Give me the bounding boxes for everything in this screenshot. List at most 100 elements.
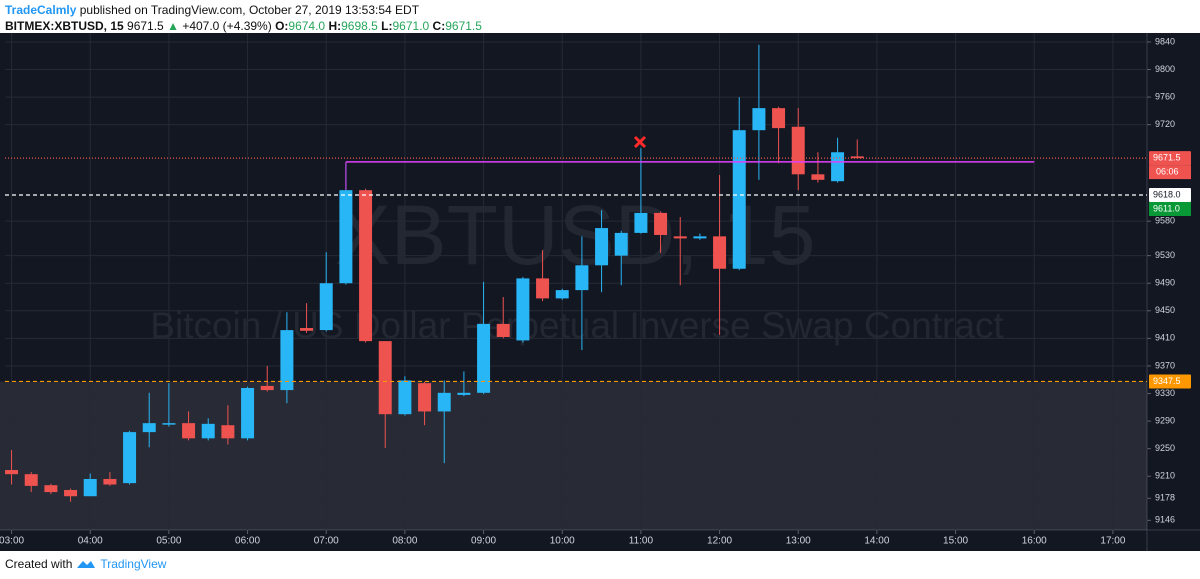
- footer: Created with TradingView: [5, 557, 166, 571]
- price-label: 9618.0: [1153, 189, 1181, 199]
- candle-body: [44, 485, 58, 493]
- symbol: BITMEX:XBTUSD, 15: [5, 19, 124, 33]
- x-tick-label: 10:00: [550, 536, 575, 547]
- candle-body: [241, 388, 255, 439]
- plot: [0, 33, 1147, 530]
- candle-body: [339, 190, 353, 284]
- candle-body: [811, 174, 825, 180]
- candle-body: [103, 478, 117, 485]
- candle-body: [831, 152, 845, 182]
- y-tick-label: 9330: [1155, 388, 1175, 398]
- x-tick-label: 15:00: [943, 536, 968, 547]
- candle-body: [555, 290, 569, 299]
- candle-body: [732, 130, 746, 269]
- candle-body: [654, 212, 668, 235]
- author[interactable]: TradeCalmly: [5, 3, 77, 17]
- y-tick-label: 9530: [1155, 250, 1175, 260]
- y-tick-label: 9290: [1155, 415, 1175, 425]
- last-price: 9671.5: [127, 19, 164, 33]
- y-tick-label: 9370: [1155, 360, 1175, 370]
- candle-body: [378, 341, 392, 415]
- candle-body: [83, 478, 97, 497]
- candle-body: [614, 232, 628, 256]
- x-tick-label: 05:00: [156, 536, 181, 547]
- candle-body: [477, 323, 491, 393]
- candle-body: [182, 423, 196, 439]
- y-tick-label: 9146: [1155, 515, 1175, 525]
- l-value: 9671.0: [392, 19, 430, 33]
- candle-body: [300, 328, 314, 331]
- bid-label: 9611.0: [1153, 203, 1180, 213]
- y-tick-label: 9800: [1155, 64, 1175, 74]
- countdown-bg: [1149, 165, 1191, 180]
- countdown: 06:06: [1156, 166, 1179, 176]
- x-tick-label: 06:00: [235, 536, 260, 547]
- chart-background: [0, 33, 1200, 551]
- candle-body: [142, 423, 156, 433]
- bid-label-bg: [1149, 201, 1191, 216]
- arrow: ▲: [167, 19, 179, 33]
- candle-body: [496, 323, 510, 337]
- x-tick-label: 12:00: [707, 536, 732, 547]
- x-tick-label: 17:00: [1100, 536, 1125, 547]
- x-tick-label: 16:00: [1022, 536, 1047, 547]
- price-label: 9347.5: [1153, 376, 1181, 386]
- x-tick-label: 04:00: [78, 536, 103, 547]
- y-tick-label: 9178: [1155, 493, 1175, 503]
- cross-marker: [633, 135, 647, 149]
- x-tick-label: 03:00: [0, 536, 25, 547]
- header-line-1: TradeCalmly published on TradingView.com…: [5, 2, 482, 18]
- published: published on TradingView.com, October 27…: [79, 3, 420, 17]
- x-tick-label: 09:00: [471, 536, 496, 547]
- candle-body: [575, 265, 589, 291]
- candle-body: [850, 156, 864, 159]
- x-tick-label: 14:00: [864, 536, 889, 547]
- candle-body: [536, 278, 550, 299]
- y-tick-label: 9720: [1155, 119, 1175, 129]
- c-label: C:: [432, 19, 446, 33]
- candle-body: [319, 283, 333, 331]
- created-with: Created with: [5, 557, 73, 571]
- candle-body: [398, 380, 412, 415]
- candle-body: [24, 474, 38, 486]
- h-label: H:: [328, 19, 342, 33]
- y-tick-label: 9580: [1155, 216, 1175, 226]
- candle-body: [201, 423, 215, 439]
- o-label: O:: [275, 19, 289, 33]
- l-label: L:: [381, 19, 393, 33]
- candle-body: [516, 278, 530, 341]
- candle-body: [693, 236, 707, 239]
- candle-body: [64, 490, 78, 497]
- y-tick-label: 9250: [1155, 443, 1175, 453]
- candle-body: [5, 470, 19, 475]
- brand-logo: [77, 561, 96, 568]
- price-label-bg: [1149, 187, 1191, 202]
- candle-body: [752, 108, 766, 131]
- shaded-zone: [0, 381, 1147, 530]
- x-tick-label: 08:00: [392, 536, 417, 547]
- candle-body: [221, 425, 235, 439]
- candle-body: [162, 423, 176, 425]
- y-tick-label: 9210: [1155, 471, 1175, 481]
- candle-body: [673, 236, 687, 239]
- x-tick-label: 13:00: [786, 536, 811, 547]
- o-value: 9674.0: [288, 19, 326, 33]
- candle-body: [123, 432, 137, 484]
- y-tick-label: 9450: [1155, 305, 1175, 315]
- candle-body: [437, 392, 451, 412]
- price-label-bg: [1149, 374, 1191, 389]
- c-value: 9671.5: [445, 19, 482, 33]
- candle-body: [595, 228, 609, 266]
- candle-body: [359, 190, 373, 342]
- price-label: 9671.5: [1153, 152, 1181, 162]
- candle-body: [713, 236, 727, 269]
- header: TradeCalmly published on TradingView.com…: [5, 2, 482, 34]
- candle-body: [772, 108, 786, 129]
- brand[interactable]: TradingView: [100, 557, 167, 571]
- x-tick-label: 07:00: [314, 536, 339, 547]
- y-tick-label: 9760: [1155, 91, 1175, 101]
- price-label-bg: [1149, 151, 1191, 166]
- header-line-2: BITMEX:XBTUSD, 15 9671.5 ▲ +407.0 (+4.39…: [5, 18, 482, 34]
- candle-body: [280, 330, 294, 391]
